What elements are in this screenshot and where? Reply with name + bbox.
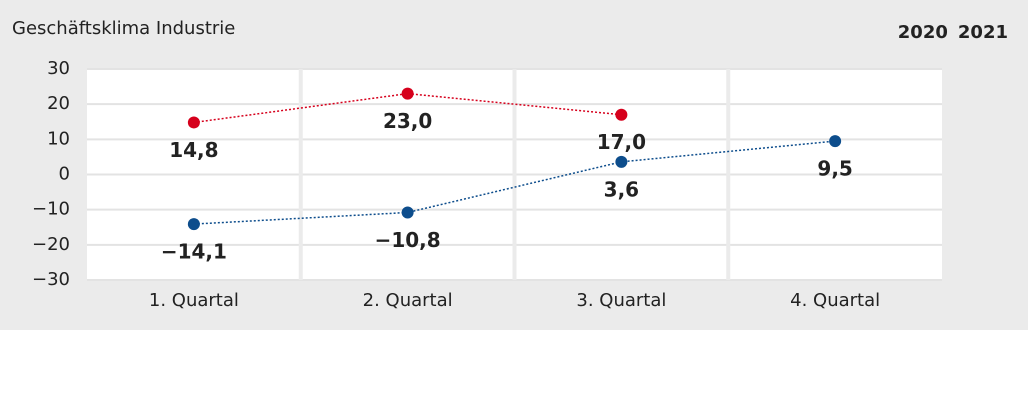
y-tick-label: 30	[47, 58, 70, 79]
x-tick-label: 2. Quartal	[363, 290, 453, 311]
data-label: 9,5	[817, 157, 852, 181]
data-point	[187, 218, 200, 231]
data-point	[401, 87, 414, 100]
y-tick-label: 20	[47, 93, 70, 114]
data-label: −10,8	[375, 228, 441, 252]
x-tick-label: 3. Quartal	[576, 290, 666, 311]
legend-entry: 2020	[898, 22, 948, 43]
data-point	[401, 206, 414, 219]
x-tick-label: 1. Quartal	[149, 290, 239, 311]
data-point	[615, 108, 628, 121]
series-line	[193, 140, 836, 225]
data-point	[615, 155, 628, 168]
y-tick-label: 0	[59, 164, 70, 185]
y-tick-label: −20	[32, 234, 70, 255]
data-point	[187, 116, 200, 129]
data-label: −14,1	[161, 240, 227, 264]
y-tick-label: 10	[47, 128, 70, 149]
data-label: 14,8	[169, 138, 218, 162]
y-tick-label: −30	[32, 269, 70, 290]
y-tick-label: −10	[32, 199, 70, 220]
data-label: 17,0	[597, 130, 646, 154]
data-label: 3,6	[604, 177, 639, 201]
x-tick-label: 4. Quartal	[790, 290, 880, 311]
data-point	[829, 135, 842, 148]
data-label: 23,0	[383, 109, 432, 133]
legend-entry: 2021	[958, 22, 1008, 43]
chart-title: Geschäftsklima Industrie	[12, 18, 235, 39]
